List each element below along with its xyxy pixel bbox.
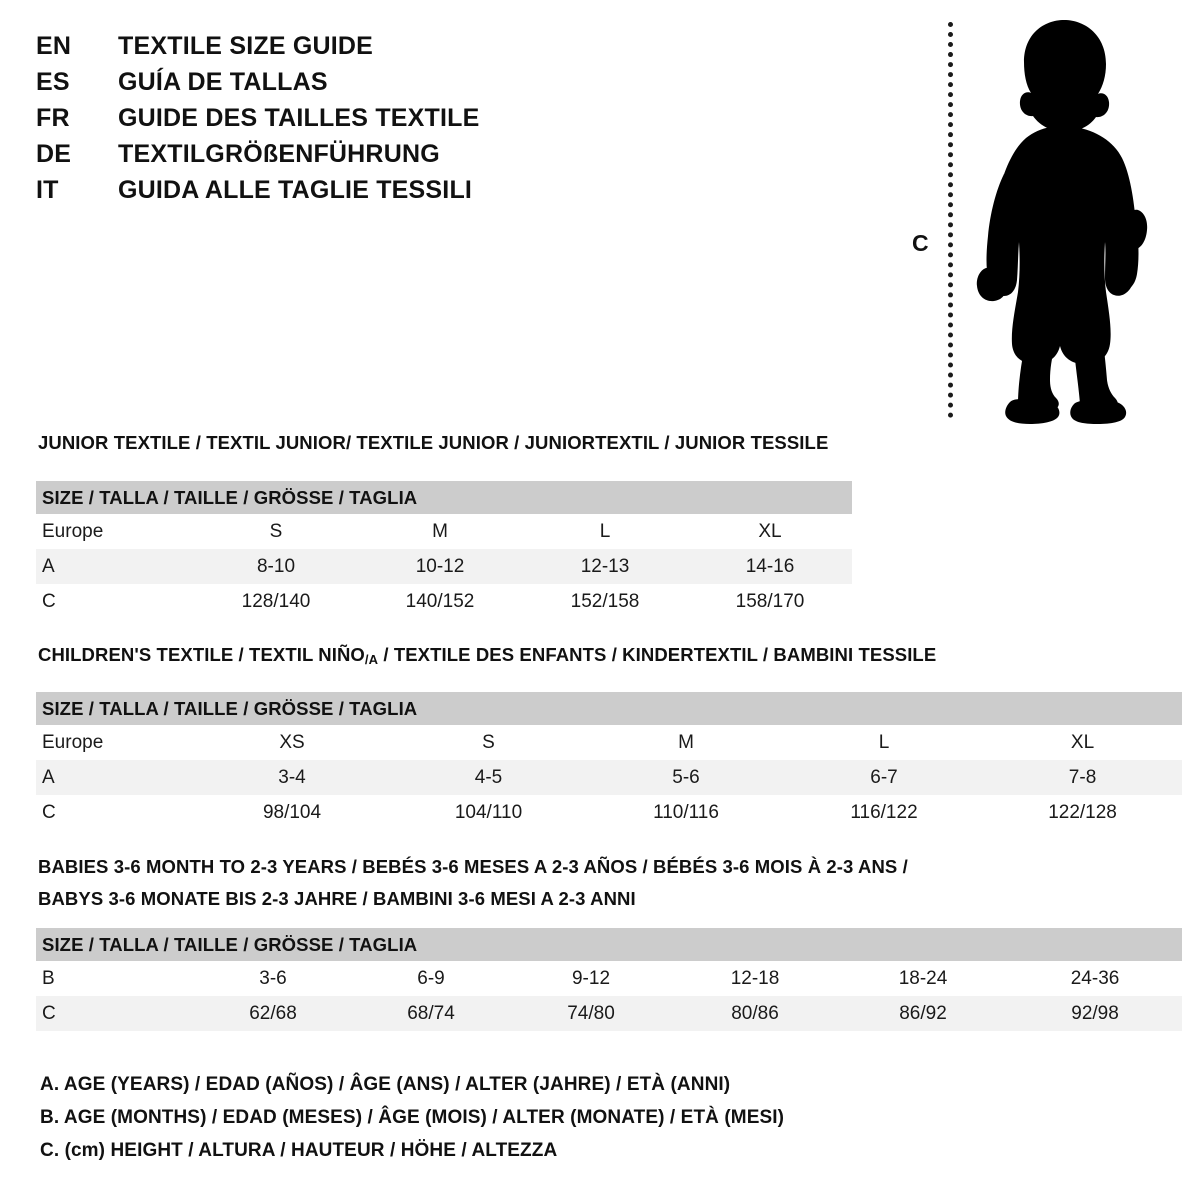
junior-bar-label: SIZE / TALLA / TAILLE / GRÖSSE / TAGLIA [36,481,853,514]
table-row: C 128/140 140/152 152/158 158/170 [36,584,853,619]
table-cell: 158/170 [688,584,853,619]
table-cell: 24-36 [1008,961,1183,996]
table-cell: 6-7 [785,760,983,795]
section-title-babies-line2: BABYS 3-6 MONATE BIS 2-3 JAHRE / BAMBINI… [38,888,636,909]
language-row-es: ES GUÍA DE TALLAS [36,64,596,100]
table-cell: S [390,725,587,760]
table-cell: 86/92 [838,996,1008,1031]
section-title-children: CHILDREN'S TEXTILE / TEXTIL NIÑO/A / TEX… [38,644,936,667]
height-dotted-guide-line [948,22,953,418]
table-row: C 98/104 104/110 110/116 116/122 122/128 [36,795,1183,830]
table-cell: 98/104 [194,795,390,830]
junior-size-table: SIZE / TALLA / TAILLE / GRÖSSE / TAGLIA … [36,481,853,619]
table-cell: 92/98 [1008,996,1183,1031]
language-code: FR [36,104,70,132]
language-row-en: EN TEXTILE SIZE GUIDE [36,28,596,64]
table-cell: 140/152 [358,584,522,619]
table-cell: 122/128 [983,795,1183,830]
table-cell: 12-18 [672,961,838,996]
section-title-junior: JUNIOR TEXTILE / TEXTIL JUNIOR/ TEXTILE … [38,432,829,453]
children-bar-label: SIZE / TALLA / TAILLE / GRÖSSE / TAGLIA [36,692,1183,725]
table-row: Europe S M L XL [36,514,853,549]
babies-size-table: SIZE / TALLA / TAILLE / GRÖSSE / TAGLIA … [36,928,1183,1031]
table-cell: 5-6 [587,760,785,795]
table-cell: 104/110 [390,795,587,830]
language-title: GUIDE DES TAILLES TEXTILE [118,104,480,132]
babies-bar-label: SIZE / TALLA / TAILLE / GRÖSSE / TAGLIA [36,928,1183,961]
row-label: Europe [36,725,194,760]
table-row: C 62/68 68/74 74/80 80/86 86/92 92/98 [36,996,1183,1031]
language-code: IT [36,176,59,204]
table-cell: 80/86 [672,996,838,1031]
table-row: A 8-10 10-12 12-13 14-16 [36,549,853,584]
language-row-fr: FR GUIDE DES TAILLES TEXTILE [36,100,596,136]
row-label: A [36,760,194,795]
measurement-legend: A. AGE (YEARS) / EDAD (AÑOS) / ÂGE (ANS)… [40,1068,940,1167]
language-title: GUÍA DE TALLAS [118,68,328,96]
children-title-subscript: /A [364,652,379,667]
table-cell: S [194,514,358,549]
language-row-de: DE TEXTILGRÖßENFÜHRUNG [36,136,596,172]
height-measurement-diagram: C [900,14,1170,424]
legend-line-b: B. AGE (MONTHS) / EDAD (MESES) / ÂGE (MO… [40,1107,785,1128]
language-title: TEXTILGRÖßENFÜHRUNG [118,140,440,168]
table-cell: 10-12 [358,549,522,584]
table-row: Europe XS S M L XL [36,725,1183,760]
legend-line-c: C. (cm) HEIGHT / ALTURA / HAUTEUR / HÖHE… [40,1140,558,1161]
table-cell: 3-4 [194,760,390,795]
table-cell: XL [983,725,1183,760]
table-cell: 7-8 [983,760,1183,795]
language-title: TEXTILE SIZE GUIDE [118,32,374,60]
language-code: EN [36,32,72,60]
table-cell: 128/140 [194,584,358,619]
row-label: A [36,549,194,584]
table-cell: 8-10 [194,549,358,584]
row-label: C [36,996,194,1031]
table-cell: 9-12 [510,961,672,996]
table-cell: 116/122 [785,795,983,830]
table-cell: XS [194,725,390,760]
table-cell: 4-5 [390,760,587,795]
children-size-table: SIZE / TALLA / TAILLE / GRÖSSE / TAGLIA … [36,692,1183,830]
children-title-pre: CHILDREN'S TEXTILE / TEXTIL NIÑO [38,644,365,665]
table-row: A 3-4 4-5 5-6 6-7 7-8 [36,760,1183,795]
table-cell: 18-24 [838,961,1008,996]
babies-table-header-bar: SIZE / TALLA / TAILLE / GRÖSSE / TAGLIA [36,928,1183,961]
children-title-post: / TEXTILE DES ENFANTS / KINDERTEXTIL / B… [378,644,937,665]
language-code: DE [36,140,72,168]
table-cell: 74/80 [510,996,672,1031]
language-title-list: EN TEXTILE SIZE GUIDE ES GUÍA DE TALLAS … [36,28,596,208]
row-label: C [36,584,194,619]
table-cell: L [522,514,688,549]
height-marker-label: C [912,230,929,256]
row-label: B [36,961,194,996]
table-cell: XL [688,514,853,549]
table-cell: 68/74 [352,996,510,1031]
table-cell: 110/116 [587,795,785,830]
table-cell: 14-16 [688,549,853,584]
table-row: B 3-6 6-9 9-12 12-18 18-24 24-36 [36,961,1183,996]
legend-line-a: A. AGE (YEARS) / EDAD (AÑOS) / ÂGE (ANS)… [40,1074,731,1095]
language-code: ES [36,68,70,96]
standing-toddler-silhouette-icon [976,20,1148,424]
section-title-babies-line1: BABIES 3-6 MONTH TO 2-3 YEARS / BEBÉS 3-… [38,856,908,877]
table-cell: L [785,725,983,760]
language-title: GUIDA ALLE TAGLIE TESSILI [118,176,473,204]
table-cell: 152/158 [522,584,688,619]
table-cell: M [358,514,522,549]
row-label: Europe [36,514,194,549]
table-cell: M [587,725,785,760]
children-table-header-bar: SIZE / TALLA / TAILLE / GRÖSSE / TAGLIA [36,692,1183,725]
junior-table-header-bar: SIZE / TALLA / TAILLE / GRÖSSE / TAGLIA [36,481,853,514]
table-cell: 6-9 [352,961,510,996]
table-cell: 12-13 [522,549,688,584]
table-cell: 62/68 [194,996,352,1031]
row-label: C [36,795,194,830]
table-cell: 3-6 [194,961,352,996]
language-row-it: IT GUIDA ALLE TAGLIE TESSILI [36,172,596,208]
